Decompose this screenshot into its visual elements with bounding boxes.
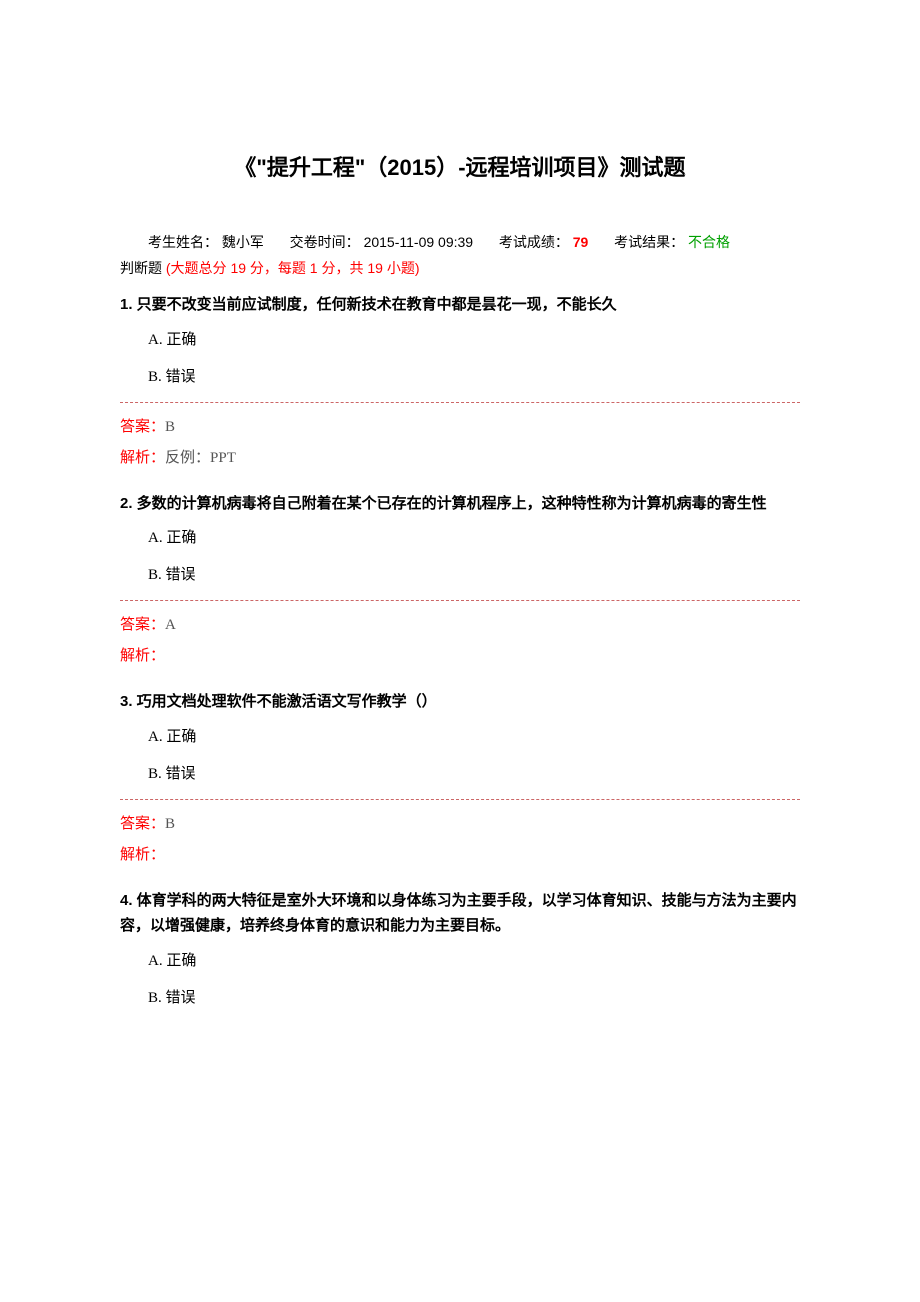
name-label: 考生姓名： [148,234,218,250]
exam-page: 《"提升工程"（2015）-远程培训项目》测试题 考生姓名： 魏小军 交卷时间：… [0,0,920,1302]
result-value: 不合格 [688,234,730,250]
answer-value: B [165,419,175,435]
analysis-value: 反例：PPT [165,450,236,466]
question-3: 3. 巧用文档处理软件不能激活语文写作教学（） A. 正确 B. 错误 答案：B… [120,689,800,864]
question-text: 2. 多数的计算机病毒将自己附着在某个已存在的计算机程序上，这种特性称为计算机病… [120,491,800,517]
section-name: 判断题 [120,260,166,276]
question-text: 3. 巧用文档处理软件不能激活语文写作教学（） [120,689,800,715]
analysis-row: 解析： [120,644,800,665]
divider [120,600,800,601]
option-a: A. 正确 [120,526,800,547]
section-detail: (大题总分 19 分，每题 1 分，共 19 小题) [166,260,420,276]
analysis-label: 解析： [120,450,165,466]
answer-value: B [165,816,175,832]
answer-row: 答案：A [120,613,800,634]
submit-value: 2015-11-09 09:39 [364,234,474,250]
answer-label: 答案： [120,617,165,633]
analysis-label: 解析： [120,847,165,863]
option-b: B. 错误 [120,563,800,584]
answer-label: 答案： [120,419,165,435]
score-value: 79 [573,234,589,250]
analysis-label: 解析： [120,648,165,664]
question-2: 2. 多数的计算机病毒将自己附着在某个已存在的计算机程序上，这种特性称为计算机病… [120,491,800,666]
submit-label: 交卷时间： [290,234,360,250]
analysis-row: 解析： [120,843,800,864]
question-4: 4. 体育学科的两大特征是室外大环境和以身体练习为主要手段，以学习体育知识、技能… [120,888,800,1007]
question-text: 4. 体育学科的两大特征是室外大环境和以身体练习为主要手段，以学习体育知识、技能… [120,888,800,939]
question-1: 1. 只要不改变当前应试制度，任何新技术在教育中都是昙花一现，不能长久 A. 正… [120,292,800,467]
analysis-row: 解析：反例：PPT [120,446,800,467]
name-value: 魏小军 [222,234,264,250]
section-header: 判断题 (大题总分 19 分，每题 1 分，共 19 小题) [120,258,800,278]
page-title: 《"提升工程"（2015）-远程培训项目》测试题 [120,150,800,182]
answer-row: 答案：B [120,812,800,833]
exam-meta: 考生姓名： 魏小军 交卷时间： 2015-11-09 09:39 考试成绩： 7… [120,232,800,252]
option-b: B. 错误 [120,365,800,386]
option-a: A. 正确 [120,725,800,746]
answer-row: 答案：B [120,415,800,436]
option-a: A. 正确 [120,949,800,970]
answer-value: A [165,617,176,633]
option-a: A. 正确 [120,328,800,349]
score-label: 考试成绩： [499,234,569,250]
option-b: B. 错误 [120,986,800,1007]
divider [120,402,800,403]
divider [120,799,800,800]
result-label: 考试结果： [614,234,684,250]
answer-label: 答案： [120,816,165,832]
question-text: 1. 只要不改变当前应试制度，任何新技术在教育中都是昙花一现，不能长久 [120,292,800,318]
option-b: B. 错误 [120,762,800,783]
